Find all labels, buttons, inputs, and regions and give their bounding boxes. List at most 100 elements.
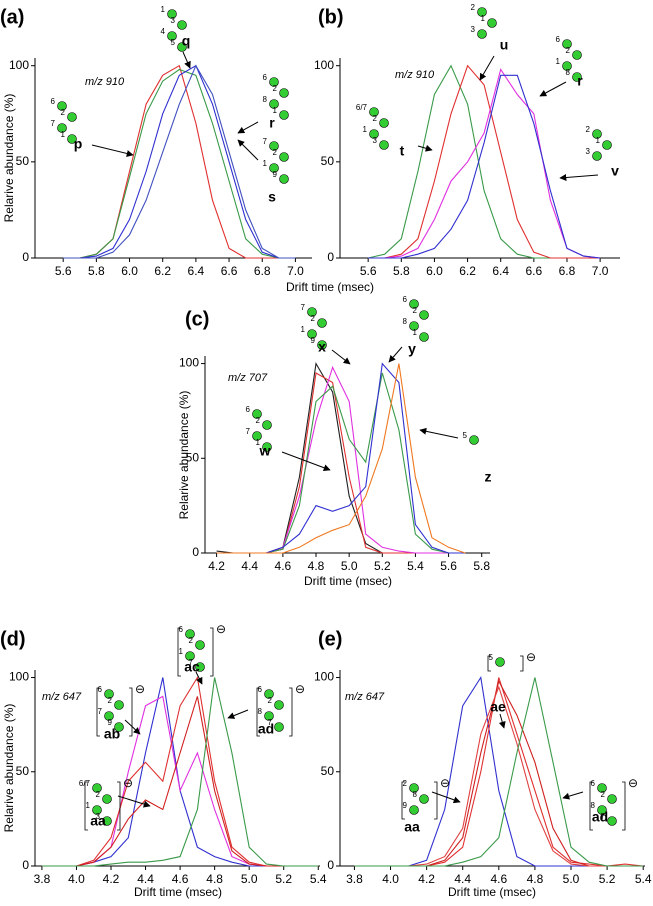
y-axis-label: Relarive abundance (%) <box>2 94 16 223</box>
glycan-label: q <box>182 33 191 49</box>
glycan-number: 8 <box>403 317 408 326</box>
y-tick-label: 0 <box>192 545 199 559</box>
glycan-number: 7 <box>263 137 268 146</box>
arrow <box>182 51 191 69</box>
glycan-number: 2 <box>189 636 194 645</box>
glycan-residue <box>92 783 102 793</box>
glycan-number: 8 <box>566 68 571 77</box>
bracket <box>256 687 293 737</box>
x-tick-label: 5.2 <box>374 559 391 573</box>
glycan-label: ab <box>104 726 120 742</box>
glycan-residue <box>177 20 187 30</box>
glycan-label: u <box>500 37 509 53</box>
glycan-number: 7 <box>246 427 251 436</box>
glycan-number: 1 <box>179 647 184 656</box>
glycan-residue <box>279 152 289 162</box>
glycan-number: 3 <box>171 16 176 25</box>
glycan-residue <box>195 662 205 672</box>
arrow <box>91 144 134 157</box>
glycan-residue <box>307 329 317 339</box>
glycan-number: 1 <box>413 328 418 337</box>
line <box>216 372 466 554</box>
x-tick-label: 4.2 <box>103 872 120 886</box>
line <box>63 64 296 259</box>
charge: ⊖ <box>526 650 536 664</box>
y-tick-label: 100 <box>314 670 334 684</box>
glycan-residue <box>487 18 497 28</box>
glycan-residue <box>597 783 607 793</box>
glycan-number: 2 <box>108 696 113 705</box>
x-tick-label: 6.6 <box>221 264 238 278</box>
glycan-label: aa <box>404 819 420 835</box>
y-tick-label: 50 <box>321 154 335 168</box>
glycan-number: 2 <box>471 3 476 12</box>
glycan-residue <box>477 29 487 39</box>
glycan-number: 3 <box>96 812 101 821</box>
glycan-number: 9 <box>108 718 113 727</box>
mz-annotation: m/z 707 <box>228 372 268 384</box>
glycan-number: 9 <box>273 170 278 179</box>
x-tick-label: 3.8 <box>34 872 51 886</box>
glycan-number: 2 <box>268 696 273 705</box>
glycan-residue <box>562 39 572 49</box>
glycan-residue <box>597 805 607 815</box>
x-tick-label: 4.6 <box>490 872 507 886</box>
glycan-residue <box>262 420 272 430</box>
glycan-residue <box>269 163 279 173</box>
glycan-residue <box>57 101 67 111</box>
glycan-number: 7 <box>51 119 56 128</box>
panel-label: (c) <box>185 308 209 330</box>
x-axis-label: Drift time (msec) <box>304 574 392 588</box>
arrow <box>281 451 331 472</box>
y-tick-label: 50 <box>16 154 30 168</box>
glycan-residue <box>419 332 429 342</box>
glycan-residue <box>67 134 77 144</box>
arrow <box>227 709 249 719</box>
glycan-residue <box>409 321 419 331</box>
y-tick-label: 100 <box>9 58 29 72</box>
glycan-residue <box>409 805 419 815</box>
x-tick-label: 4.6 <box>275 559 292 573</box>
x-tick-label: 5.4 <box>310 872 327 886</box>
y-tick-label: 100 <box>179 356 199 370</box>
x-tick-label: 4.8 <box>527 872 544 886</box>
line <box>63 64 296 259</box>
glycan-residue <box>607 794 617 804</box>
glycan-number: 2 <box>311 314 316 323</box>
glycan-residue <box>92 805 102 815</box>
glycan-residue <box>269 77 279 87</box>
glycan-number: 8 <box>591 801 596 810</box>
glycan-residue <box>252 409 262 419</box>
glycan-residue <box>409 299 419 309</box>
y-tick-label: 0 <box>22 250 29 264</box>
y-tick-label: 100 <box>9 670 29 684</box>
glycan-number: 3 <box>373 136 378 145</box>
glycan-number: 1 <box>301 325 306 334</box>
x-tick-label: 4.2 <box>208 559 225 573</box>
y-tick-label: 50 <box>321 764 335 778</box>
glycan-residue <box>369 107 379 117</box>
x-tick-label: 5.6 <box>440 559 457 573</box>
glycan-number: 2 <box>601 790 606 799</box>
y-axis-label: Relarive abundance (%) <box>177 391 191 520</box>
glycan-label: aa <box>90 813 106 829</box>
glycan-number: 1 <box>556 57 561 66</box>
arrow <box>195 671 203 685</box>
glycan-number: 2 <box>373 114 378 123</box>
glycan-number: 9 <box>403 801 408 810</box>
glycan-number: 6 <box>263 73 268 82</box>
glycan-number: 7 <box>189 658 194 667</box>
panel-label: (d) <box>0 628 26 650</box>
glycan-number: 2 <box>586 125 591 134</box>
bracket <box>401 781 438 820</box>
glycan-residue <box>279 110 289 120</box>
glycan-number: 1 <box>273 106 278 115</box>
glycan-label: ae <box>490 699 506 715</box>
glycan-number: 6 <box>556 35 561 44</box>
x-tick-label: 5.8 <box>88 264 105 278</box>
glycan-residue <box>264 711 274 721</box>
line <box>63 64 296 259</box>
x-tick-label: 6.4 <box>188 264 205 278</box>
glycan-number: 1 <box>61 130 66 139</box>
glycan-residue <box>307 307 317 317</box>
